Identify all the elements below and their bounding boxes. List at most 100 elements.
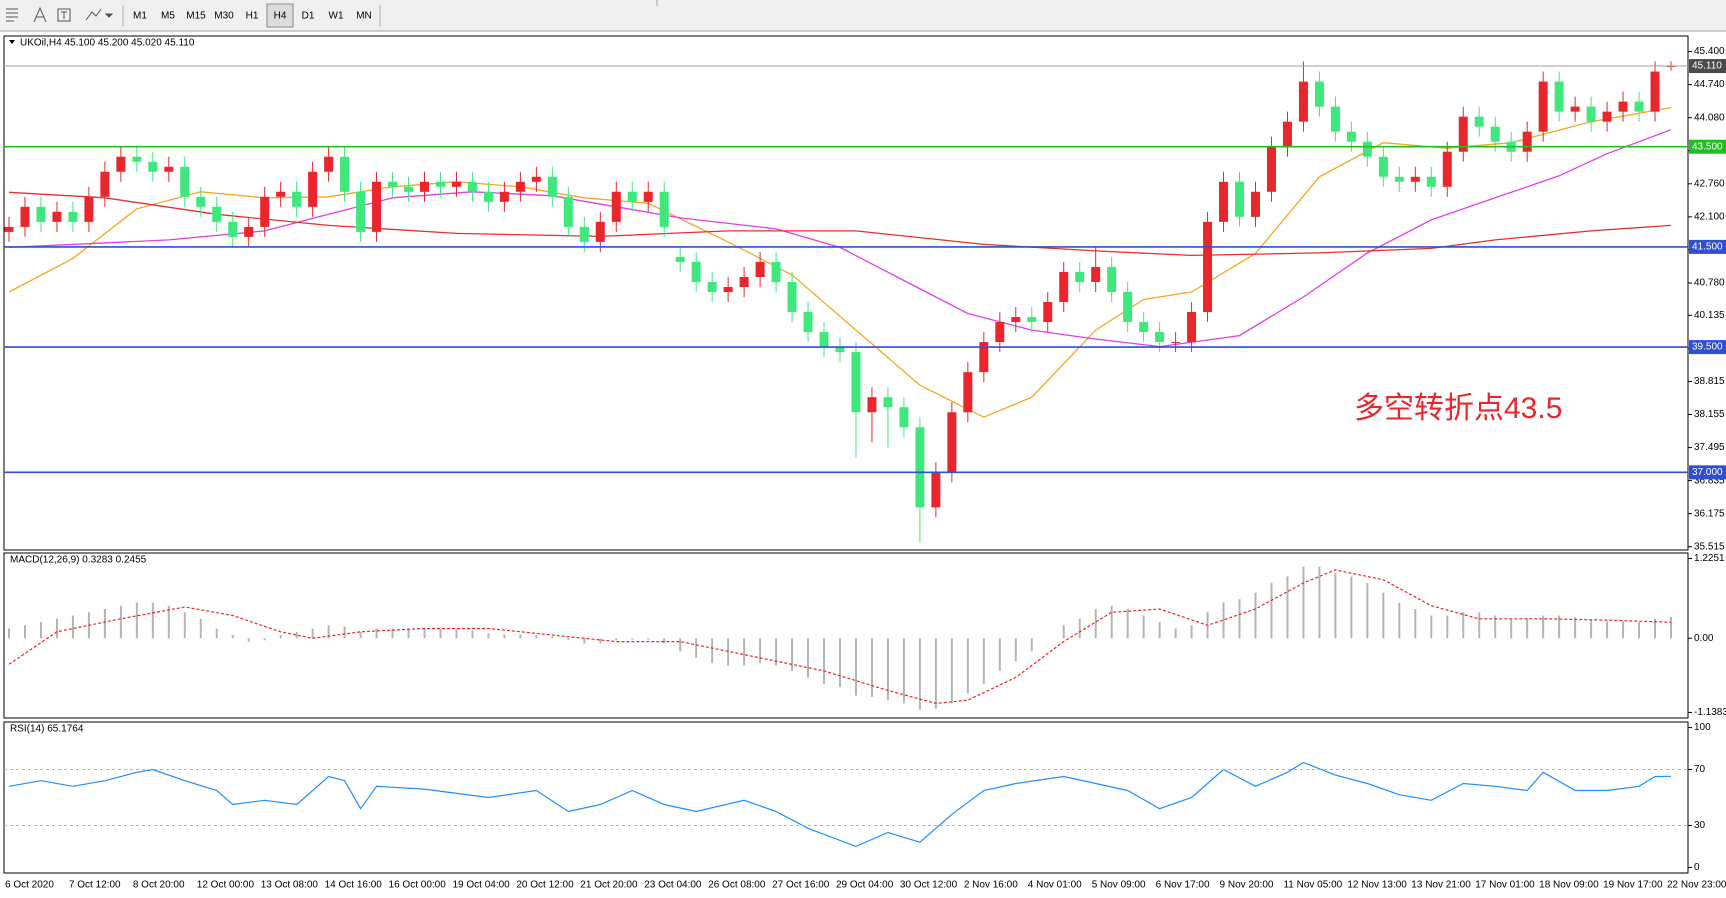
x-tick-label: 19 Oct 04:00	[452, 880, 510, 891]
icon-list[interactable]	[6, 8, 18, 22]
timeframe-button[interactable]: M5	[161, 11, 175, 22]
x-tick-label: 20 Oct 12:00	[516, 880, 574, 891]
candle-body	[627, 191, 637, 202]
candle-body	[611, 191, 621, 222]
candle-body	[1410, 176, 1420, 182]
x-tick-label: 22 Nov 23:00	[1667, 880, 1726, 891]
candle-body	[324, 156, 334, 172]
panel-content	[8, 566, 1672, 710]
candle-body	[547, 176, 557, 197]
x-tick-label: 16 Oct 00:00	[389, 880, 447, 891]
candle-body	[1266, 146, 1276, 192]
candle-body	[1282, 121, 1292, 147]
panel-frame	[3, 721, 1689, 874]
timeframe-active[interactable]	[266, 3, 294, 28]
candle-body	[1107, 266, 1117, 292]
candle-body	[196, 196, 206, 207]
level-label-bg	[1689, 59, 1726, 74]
y-tick-label: 100	[1694, 722, 1711, 733]
y-tick-label: 0	[1694, 862, 1700, 873]
candle-body	[228, 221, 238, 237]
candle-body	[1458, 116, 1468, 152]
candle-body	[707, 281, 717, 292]
y-tick-label: 44.080	[1694, 112, 1725, 123]
panel: 1.2251 0.00 -1.1383 MACD(12,26,9) 0.3283 0.…	[3, 552, 1726, 719]
timeframe-button[interactable]: MN	[356, 11, 372, 22]
candle-body	[947, 412, 957, 473]
candle-body	[595, 221, 605, 242]
x-tick-label: 26 Oct 08:00	[708, 880, 766, 891]
toolbar-icons[interactable]	[6, 6, 114, 23]
candle-body	[851, 352, 861, 413]
level-label-bg	[1689, 465, 1726, 480]
candle-body	[20, 206, 30, 227]
title-marker	[9, 40, 15, 44]
y-tick-label: 38.815	[1694, 376, 1725, 387]
candle-body	[84, 196, 94, 222]
timeframe-button[interactable]: M1	[133, 11, 147, 22]
candle-body	[1586, 106, 1596, 122]
timeframe-button[interactable]: W1	[329, 11, 344, 22]
x-tick-label: 17 Nov 01:00	[1475, 880, 1535, 891]
candle-body	[1091, 266, 1101, 282]
level-label: 39.500	[1692, 342, 1723, 353]
candle-body	[435, 181, 445, 187]
toolbar	[0, 0, 1726, 31]
candle-body	[979, 342, 989, 373]
y-tick-label: 44.740	[1694, 79, 1725, 90]
candle-body	[1314, 81, 1324, 107]
candle-body	[1538, 81, 1548, 132]
panel-title: RSI(14) 65.1764	[10, 724, 84, 735]
candle-body	[563, 196, 573, 227]
candle-body	[1075, 271, 1085, 282]
candle-body	[1522, 131, 1532, 152]
y-tick-label: 42.100	[1694, 211, 1725, 222]
timeframe-button[interactable]: M15	[186, 11, 206, 22]
candle-body	[1139, 322, 1149, 333]
icon-label[interactable]	[57, 8, 71, 22]
candle-body	[499, 191, 509, 202]
candle-body	[1426, 176, 1436, 187]
x-tick-label: 9 Nov 20:00	[1220, 880, 1274, 891]
candle-body	[467, 181, 477, 192]
icon-dropdown[interactable]	[104, 13, 114, 18]
icon-text[interactable]	[33, 6, 47, 23]
candle-body	[372, 181, 382, 232]
candle-body	[963, 372, 973, 413]
timeframe-bar: M1 M5 M15 M30 H1 H4 D1 W1 MN	[133, 3, 381, 28]
x-tick-label: 18 Nov 09:00	[1539, 880, 1599, 891]
y-tick-label: 38.155	[1694, 409, 1725, 420]
icon-label-t[interactable]	[61, 11, 67, 19]
candle-body	[1219, 181, 1229, 222]
panel-title: MACD(12,26,9) 0.3283 0.2455	[10, 555, 147, 566]
y-tick-label: 0.00	[1694, 633, 1714, 644]
candle-body	[276, 191, 286, 197]
level-label: 43.500	[1692, 141, 1723, 152]
x-tick-label: 6 Oct 2020	[5, 880, 54, 891]
panel-title: UKOil,H4 45.100 45.200 45.020 45.110	[20, 38, 195, 49]
y-tick-label: 37.495	[1694, 442, 1725, 453]
candle-body	[819, 332, 829, 348]
x-tick-label: 14 Oct 16:00	[325, 880, 383, 891]
panel-frame	[3, 35, 1689, 551]
candle-body	[1650, 71, 1660, 112]
timeframe-button[interactable]: H1	[246, 11, 259, 22]
moving-average	[8, 129, 1672, 348]
icon-shapes[interactable]	[85, 8, 102, 21]
candle-body	[52, 211, 62, 222]
timeframe-button[interactable]: H4	[274, 11, 287, 22]
candle-body	[771, 261, 781, 282]
candle-body	[579, 226, 589, 242]
y-tick-label: 45.400	[1694, 46, 1725, 57]
candle-body	[1059, 271, 1069, 303]
candle-body	[1123, 291, 1133, 323]
candle-body	[388, 181, 398, 187]
candle-body	[867, 397, 877, 413]
level-label-bg	[1689, 139, 1726, 154]
timeframe-button[interactable]: D1	[302, 11, 315, 22]
x-tick-label: 12 Nov 13:00	[1347, 880, 1407, 891]
candle-body	[451, 181, 461, 187]
candle-body	[883, 397, 893, 408]
timeframe-button[interactable]: M30	[214, 11, 234, 22]
candle-body	[116, 156, 126, 172]
